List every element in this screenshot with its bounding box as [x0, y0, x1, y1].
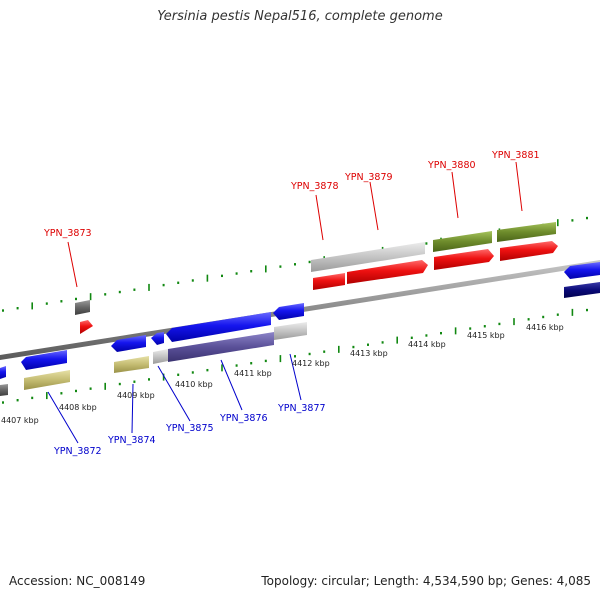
kbp-label: 4415 kbp: [467, 331, 505, 340]
gene-arrow-3877[interactable]: [273, 303, 304, 320]
gene-label-ypn-3880[interactable]: YPN_3880: [427, 160, 476, 171]
reverse-gene-leaders: [47, 353, 302, 444]
kbp-label: 4410 kbp: [175, 380, 213, 389]
gene-type-block-3878[interactable]: [311, 242, 425, 272]
gene-arrow-3878[interactable]: [313, 273, 345, 290]
gene-label-ypn-3881[interactable]: YPN_3881: [491, 150, 540, 161]
kbp-label: 4412 kbp: [292, 359, 330, 368]
gene-label-ypn-3877[interactable]: YPN_3877: [277, 403, 326, 414]
gene-type-block-3875[interactable]: [153, 349, 168, 364]
gene-type-block-3872[interactable]: [24, 370, 70, 390]
kbp-label: 4411 kbp: [234, 369, 272, 378]
gene-arrow-3873[interactable]: [80, 320, 93, 334]
gene-type-block-3881[interactable]: [497, 222, 556, 242]
kbp-labels: 4407 kbp 4408 kbp 4409 kbp 4410 kbp 4411…: [1, 323, 564, 425]
kbp-label: 4416 kbp: [526, 323, 564, 332]
accession-text: Accession: NC_008149: [9, 574, 146, 588]
gene-type-block-3880[interactable]: [433, 231, 492, 252]
gene-label-ypn-3878[interactable]: YPN_3878: [290, 181, 339, 192]
gene-label-ypn-3879[interactable]: YPN_3879: [344, 172, 393, 183]
gene-type-block-3874[interactable]: [114, 356, 149, 373]
forward-gene-leaders: [67, 161, 523, 288]
genome-summary-text: Topology: circular; Length: 4,534,590 bp…: [261, 574, 591, 588]
gene-arrow-3881[interactable]: [500, 241, 558, 261]
kbp-label: 4409 kbp: [117, 391, 155, 400]
gene-arrow-edge-left[interactable]: [0, 366, 6, 379]
map-title: Yersinia pestis Nepal516, complete genom…: [157, 9, 443, 24]
gene-label-ypn-3876[interactable]: YPN_3876: [219, 413, 268, 424]
kbp-label: 4407 kbp: [1, 416, 39, 425]
gene-type-block-3873[interactable]: [75, 300, 90, 315]
gene-arrow-3872[interactable]: [21, 350, 67, 370]
gene-arrow-edge-right[interactable]: [564, 262, 600, 279]
gene-arrow-3875[interactable]: [151, 332, 164, 345]
lower-tick-ruler: [2, 308, 588, 404]
forward-cds-track: [80, 241, 558, 334]
kbp-label: 4414 kbp: [408, 340, 446, 349]
gene-arrow-3876[interactable]: [166, 312, 271, 342]
gene-type-block-3876[interactable]: [168, 332, 274, 362]
gene-arrow-3879[interactable]: [347, 260, 428, 284]
forward-gene-labels: YPN_3873 YPN_3878 YPN_3879 YPN_3880 YPN_…: [43, 150, 540, 239]
gene-label-ypn-3874[interactable]: YPN_3874: [107, 435, 156, 446]
gene-type-block-3877[interactable]: [274, 322, 307, 340]
gene-arrow-3880[interactable]: [434, 249, 494, 270]
reverse-gene-labels: YPN_3872 YPN_3874 YPN_3875 YPN_3876 YPN_…: [53, 403, 326, 457]
forward-type-track: [75, 222, 556, 315]
reverse-cds-track: [0, 262, 600, 379]
kbp-label: 4413 kbp: [350, 349, 388, 358]
gene-arrow-3874[interactable]: [111, 335, 146, 352]
gene-type-block-edge-left[interactable]: [0, 384, 8, 396]
gene-type-block-edge-right[interactable]: [564, 282, 600, 298]
gene-label-ypn-3875[interactable]: YPN_3875: [165, 423, 214, 434]
kbp-label: 4408 kbp: [59, 403, 97, 412]
gene-label-ypn-3872[interactable]: YPN_3872: [53, 446, 102, 457]
gene-label-ypn-3873[interactable]: YPN_3873: [43, 228, 92, 239]
reverse-type-track: [0, 282, 600, 396]
